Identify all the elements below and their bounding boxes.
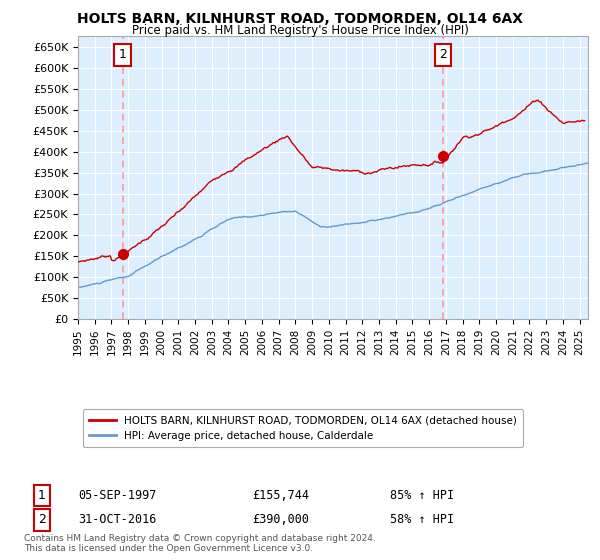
Legend: HOLTS BARN, KILNHURST ROAD, TODMORDEN, OL14 6AX (detached house), HPI: Average p: HOLTS BARN, KILNHURST ROAD, TODMORDEN, O… [83,409,523,447]
Text: 05-SEP-1997: 05-SEP-1997 [78,489,157,502]
Text: 58% ↑ HPI: 58% ↑ HPI [390,513,454,526]
Text: 2: 2 [439,48,447,61]
Text: 2: 2 [38,513,46,526]
Text: 1: 1 [38,489,46,502]
Text: £155,744: £155,744 [252,489,309,502]
Text: 1: 1 [119,48,127,61]
Text: Price paid vs. HM Land Registry's House Price Index (HPI): Price paid vs. HM Land Registry's House … [131,24,469,37]
Text: 85% ↑ HPI: 85% ↑ HPI [390,489,454,502]
Text: Contains HM Land Registry data © Crown copyright and database right 2024.
This d: Contains HM Land Registry data © Crown c… [24,534,376,553]
Text: 31-OCT-2016: 31-OCT-2016 [78,513,157,526]
Text: HOLTS BARN, KILNHURST ROAD, TODMORDEN, OL14 6AX: HOLTS BARN, KILNHURST ROAD, TODMORDEN, O… [77,12,523,26]
Text: £390,000: £390,000 [252,513,309,526]
